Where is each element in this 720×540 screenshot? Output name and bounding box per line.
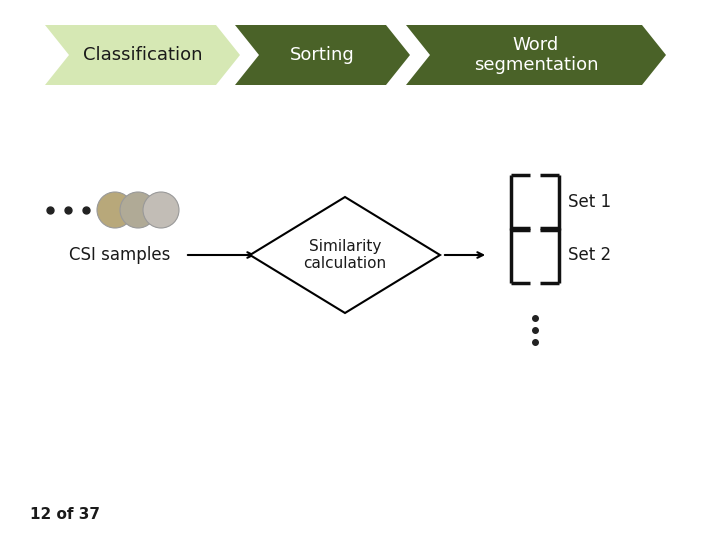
Circle shape [143, 192, 179, 228]
Text: 12 of 37: 12 of 37 [30, 507, 100, 522]
Text: Similarity
calculation: Similarity calculation [303, 239, 387, 271]
Text: Classification: Classification [83, 46, 202, 64]
Circle shape [120, 192, 156, 228]
Text: Set 1: Set 1 [568, 193, 611, 211]
Polygon shape [406, 25, 666, 85]
Circle shape [97, 192, 133, 228]
Text: Sorting: Sorting [290, 46, 355, 64]
Text: Set 2: Set 2 [568, 246, 611, 264]
Polygon shape [235, 25, 410, 85]
Polygon shape [45, 25, 240, 85]
Polygon shape [250, 197, 440, 313]
Text: CSI samples: CSI samples [69, 246, 171, 264]
Text: Word
segmentation: Word segmentation [474, 36, 598, 75]
